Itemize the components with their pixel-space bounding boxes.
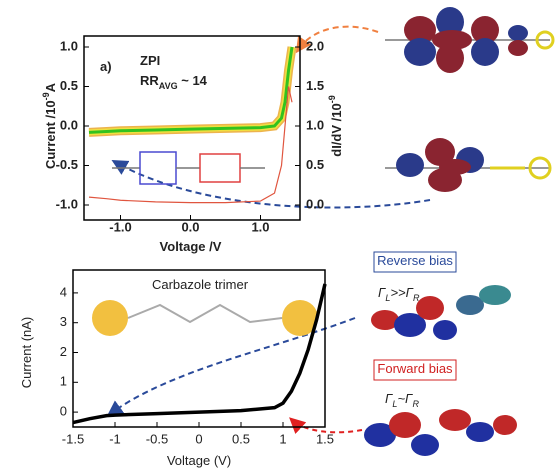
molecule-bottom	[92, 300, 318, 336]
x-axis-label: Voltage /V	[160, 239, 222, 254]
annotation: Forward bias	[377, 361, 453, 376]
annotation-part: RR	[140, 73, 159, 88]
x-axis-label: Voltage (V)	[167, 453, 231, 468]
orbital-bottom-2	[364, 409, 517, 456]
annotation-part: AVG	[159, 81, 178, 91]
y-axis-label: Current /10-9A	[41, 82, 58, 169]
x-tick-label: 0.5	[232, 431, 250, 446]
annotation: Reverse bias	[377, 253, 453, 268]
x-tick-label: -1.5	[62, 431, 84, 446]
y-tick-label: 0	[60, 404, 67, 419]
arrow	[110, 318, 355, 414]
plot-frame	[73, 270, 325, 427]
y2-tick-label: 0.5	[306, 157, 324, 172]
x-tick-label: 1	[279, 431, 286, 446]
annotation: ΓL~ΓR	[385, 391, 419, 409]
annotation: a)	[100, 59, 112, 74]
x-tick-label: -1	[109, 431, 121, 446]
figure: -1.0 0.0 1.0 1.0 0.5 0.0 -0.5 -1.0 2.0 1.5 1.0 0.5 0…	[0, 0, 560, 472]
y2-tick-label: 0.0	[306, 196, 324, 211]
y-axis-label-part: -9	[41, 92, 51, 100]
trace-band	[89, 47, 292, 132]
x-axis-label-part: Voltage /V	[160, 239, 222, 254]
annotation-part: >>Γ	[390, 285, 413, 300]
annotation: Carbazole trimer	[152, 277, 249, 292]
annotation-part: ZPI	[140, 53, 160, 68]
trace-band	[89, 47, 292, 132]
y-tick-label: -1.0	[56, 196, 78, 211]
y2-axis-label: dI/dV /10-9	[327, 95, 344, 156]
annotation: ZPI	[140, 53, 160, 68]
annotation-part: R	[412, 399, 419, 409]
y-tick-label: 1	[60, 374, 67, 389]
y-tick-label: 4	[60, 284, 67, 299]
annotation-part: ~ 14	[178, 73, 208, 88]
annotation: RRAVG ~ 14	[140, 73, 208, 91]
y-axis-label-part: Current /10	[43, 100, 58, 169]
x-axis-label-part: Voltage (V)	[167, 453, 231, 468]
annotation-part: R	[413, 293, 420, 303]
y-tick-label: 0.0	[60, 117, 78, 132]
y-axis-label: Current (nA)	[19, 317, 34, 389]
annotation-part: Carbazole trimer	[152, 277, 249, 292]
annotation-part: Forward bias	[377, 361, 453, 376]
annotation: ΓL>>ΓR	[378, 285, 420, 303]
x-tick-label: -1.0	[109, 219, 131, 234]
y-tick-label: 2	[60, 344, 67, 359]
y2-tick-label: 1.5	[306, 78, 324, 93]
arrow	[115, 162, 430, 208]
y-axis-label-part: Current (nA)	[19, 317, 34, 389]
y-tick-label: 0.5	[60, 78, 78, 93]
data-line	[89, 47, 292, 132]
molecule-top	[112, 152, 265, 184]
x-tick-label: 1.5	[316, 431, 334, 446]
data-line	[89, 87, 292, 203]
x-tick-label: 1.0	[251, 219, 269, 234]
annotation-part: Reverse bias	[377, 253, 453, 268]
x-tick-label: -0.5	[146, 431, 168, 446]
y-axis-label-part: A	[43, 82, 58, 92]
y2-tick-label: 2.0	[306, 38, 324, 53]
x-tick-label: 0	[195, 431, 202, 446]
y-tick-label: 3	[60, 314, 67, 329]
orbital-top	[385, 7, 553, 73]
y2-axis-label-part: -9	[327, 95, 337, 103]
y2-tick-label: 1.0	[306, 117, 324, 132]
y-tick-label: 1.0	[60, 38, 78, 53]
x-tick-label: 0.0	[181, 219, 199, 234]
annotation-part: ~Γ	[397, 391, 413, 406]
orbital-mid	[385, 138, 550, 192]
annotation-part: a)	[100, 59, 112, 74]
y2-axis-label-part: dI/dV /10	[329, 103, 344, 156]
y-tick-label: -0.5	[56, 157, 78, 172]
